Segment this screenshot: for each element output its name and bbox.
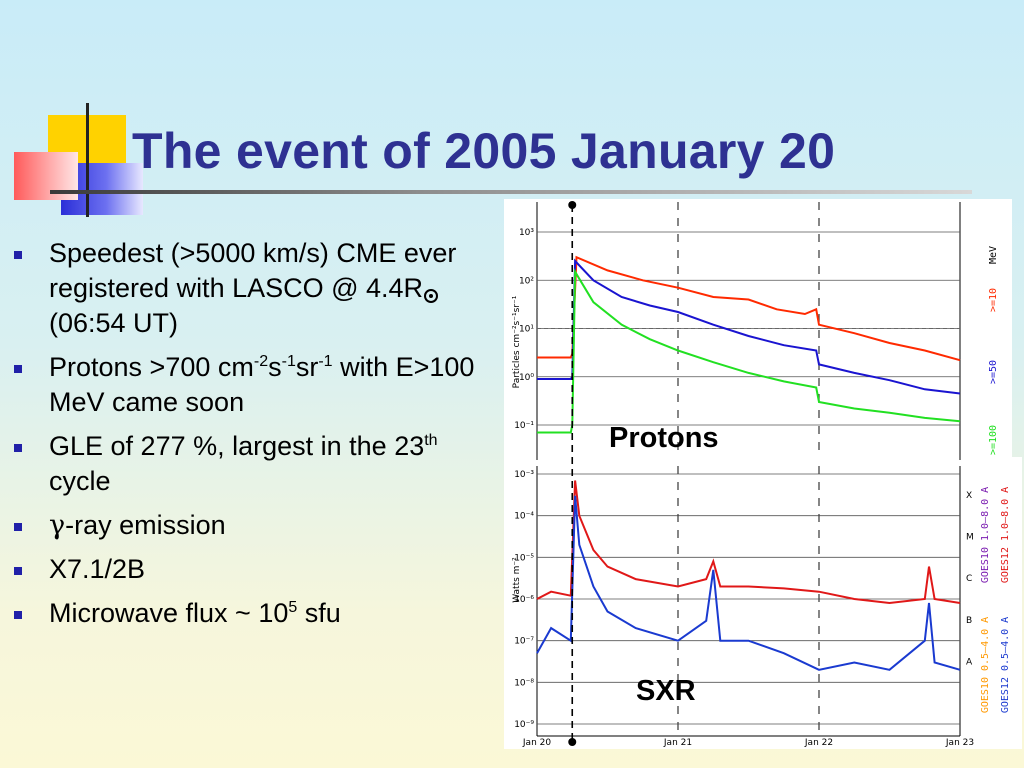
bullet-flare-class: X7.1/2B bbox=[10, 552, 490, 587]
protons-y-tick: 10² bbox=[519, 276, 534, 286]
sxr-x-tick: Jan 21 bbox=[663, 738, 692, 748]
sxr-x-tick: Jan 22 bbox=[804, 738, 833, 748]
decor-vertical-line bbox=[86, 103, 89, 217]
bullet-marker bbox=[14, 611, 22, 619]
sxr-class-label: A bbox=[966, 658, 973, 668]
sxr-class-label: B bbox=[966, 616, 972, 626]
sxr-y-label: Watts m⁻² bbox=[512, 557, 522, 603]
bullet-marker bbox=[14, 365, 22, 373]
bullet-protons: Protons >700 cm-2s-1sr-1 with E>100 MeV … bbox=[10, 350, 490, 420]
sxr-y-tick: 10⁻⁸ bbox=[514, 678, 534, 688]
slide-title: The event of 2005 January 20 bbox=[132, 123, 836, 179]
sxr-legend-label: GOES12 1.0–8.0 A bbox=[1000, 487, 1011, 583]
protons-series-line bbox=[537, 268, 961, 434]
event-onset-dot-bottom bbox=[568, 738, 577, 746]
protons-series-line bbox=[537, 255, 961, 362]
bullet-marker bbox=[14, 444, 22, 452]
event-onset-dot-top bbox=[568, 201, 577, 209]
sxr-x-tick: Jan 20 bbox=[522, 738, 551, 748]
bullet-gamma-ray: γ-ray emission bbox=[10, 508, 490, 543]
protons-legend-label: >=10 bbox=[988, 288, 999, 312]
sxr-legend-label: GOES10 0.5–4.0 A bbox=[980, 617, 991, 713]
protons-y-tick: 10³ bbox=[519, 228, 534, 238]
sxr-y-tick: 10⁻⁴ bbox=[514, 512, 534, 522]
sxr-panel-bg bbox=[504, 457, 1022, 749]
protons-y-label: Particles cm⁻²s⁻¹sr⁻¹ bbox=[512, 295, 522, 388]
sxr-class-label: C bbox=[966, 574, 972, 584]
protons-series-line bbox=[537, 258, 961, 395]
title-underline bbox=[50, 190, 972, 194]
sxr-x-tick: Jan 23 bbox=[945, 738, 974, 748]
protons-y-tick: 10⁻¹ bbox=[514, 421, 534, 431]
protons-legend-label: MeV bbox=[988, 246, 999, 264]
bullet-gle: GLE of 277 %, largest in the 23th cycle bbox=[10, 429, 490, 499]
sxr-y-tick: 10⁻⁹ bbox=[514, 720, 534, 730]
protons-panel-label: Protons bbox=[609, 422, 719, 454]
sxr-y-tick: 10⁻⁷ bbox=[514, 637, 534, 647]
sxr-legend-label: GOES12 0.5–4.0 A bbox=[1000, 617, 1011, 713]
sxr-y-tick: 10⁻⁵ bbox=[514, 553, 534, 563]
bullet-marker bbox=[14, 251, 22, 259]
sxr-series-line bbox=[536, 480, 961, 605]
protons-y-tick: 10⁰ bbox=[519, 373, 534, 383]
protons-panel-bg bbox=[504, 199, 1012, 457]
bullet-cme-speed: Speedest (>5000 km/s) CME ever registere… bbox=[10, 236, 490, 341]
sxr-class-label: M bbox=[966, 533, 974, 543]
protons-legend-label: >=50 bbox=[988, 360, 999, 384]
sxr-class-label: X bbox=[966, 491, 972, 501]
sun-symbol-icon bbox=[424, 289, 439, 303]
sxr-y-tick: 10⁻⁶ bbox=[514, 595, 534, 605]
sxr-panel-label: SXR bbox=[636, 675, 696, 707]
sxr-series-line bbox=[536, 495, 961, 671]
sxr-legend-label: GOES10 1.0–8.0 A bbox=[980, 487, 991, 583]
protons-legend-label: >=100 bbox=[988, 425, 999, 455]
protons-y-tick: 10¹ bbox=[519, 325, 534, 335]
bullet-marker bbox=[14, 567, 22, 575]
bullet-list: Speedest (>5000 km/s) CME ever registere… bbox=[10, 236, 490, 640]
sxr-y-tick: 10⁻³ bbox=[514, 470, 534, 480]
bullet-microwave: Microwave flux ~ 105 sfu bbox=[10, 596, 490, 631]
bullet-marker bbox=[14, 523, 22, 531]
